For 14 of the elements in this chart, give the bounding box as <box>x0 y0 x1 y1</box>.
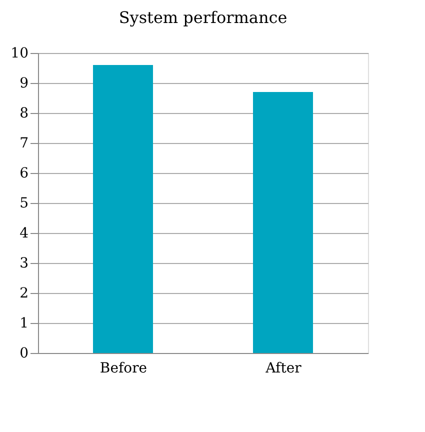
chart-title: System performance <box>118 8 288 27</box>
y-tick-label: 3 <box>20 256 28 272</box>
y-tick-label: 8 <box>20 106 28 122</box>
y-tick-label: 7 <box>20 136 28 152</box>
y-tick-label: 2 <box>20 286 28 302</box>
x-tick-label: Before <box>100 360 148 376</box>
y-tick-label: 10 <box>10 46 28 62</box>
y-tick-label: 6 <box>20 166 29 182</box>
y-tick-label: 5 <box>20 196 28 212</box>
y-tick-label: 9 <box>20 76 28 92</box>
y-tick-label: 1 <box>20 316 28 332</box>
y-tick-label: 0 <box>20 346 28 362</box>
x-tick-label: After <box>264 360 302 376</box>
y-tick-label: 4 <box>20 226 29 242</box>
